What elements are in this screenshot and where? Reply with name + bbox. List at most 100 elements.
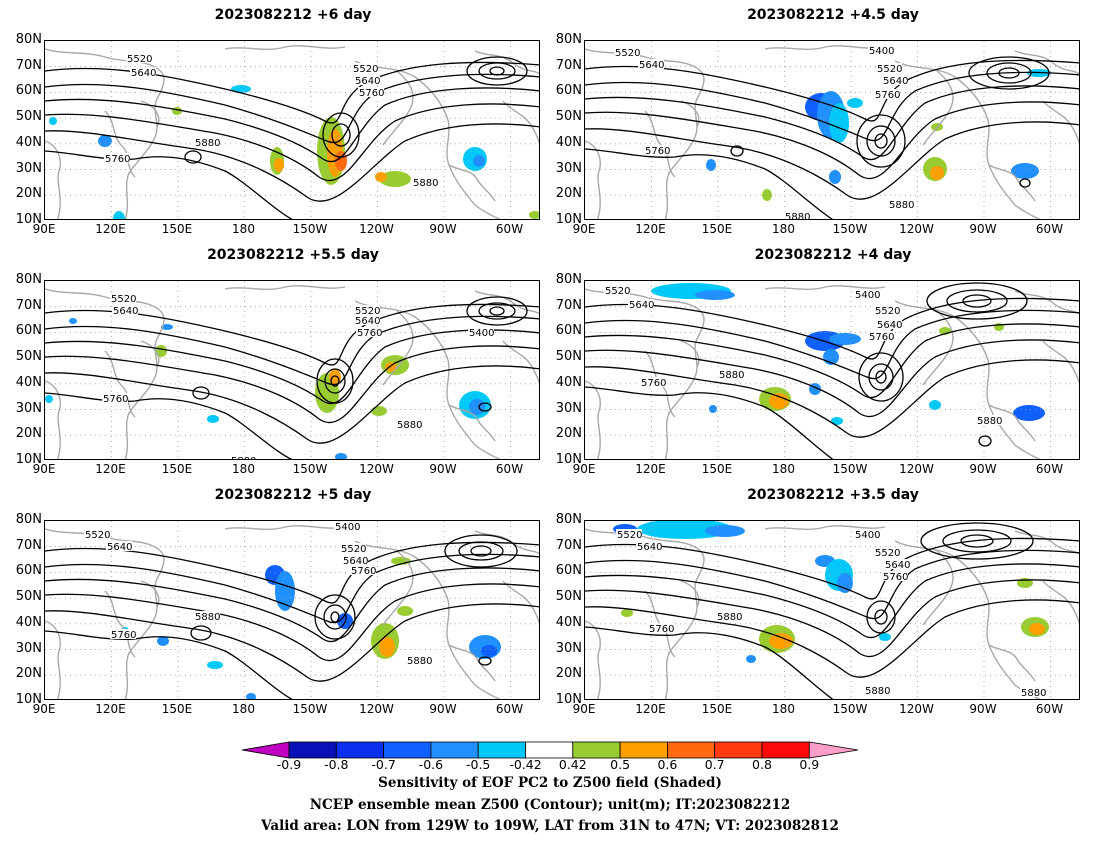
lat-tick-label: 70N — [555, 57, 582, 73]
lat-tick-label: 80N — [555, 272, 582, 287]
contour-label-bg — [354, 75, 380, 85]
z500-contour-closed — [478, 656, 492, 666]
z500-contour — [45, 630, 293, 699]
coastline — [1042, 340, 1079, 385]
sensitivity-shade — [69, 318, 77, 324]
contour-label: 5520 — [617, 530, 642, 541]
contour-label-bg — [112, 305, 138, 315]
lon-tick-label: 90E — [572, 702, 596, 716]
contour-label-bg — [126, 53, 152, 63]
contour-label: 5760 — [875, 90, 900, 101]
panel-title: 2023082212 +3.5 day — [747, 487, 919, 503]
contour-label-bg — [356, 327, 382, 337]
lon-tick-label: 90W — [429, 222, 457, 236]
lon-tick-label: 120W — [899, 462, 934, 476]
coastline — [1042, 100, 1079, 145]
contour-label: 5640 — [637, 542, 662, 553]
panel-title: 2023082212 +4.5 day — [747, 7, 919, 23]
lon-tick-label: 90E — [32, 702, 56, 716]
coastline — [448, 404, 496, 442]
colorbar-swatch — [383, 741, 432, 759]
lat-tick-label: 10N — [555, 211, 582, 227]
coastline — [382, 70, 414, 146]
contour-label-bg — [104, 153, 130, 163]
z500-contour-closed — [489, 66, 505, 76]
z500-contour-closed — [489, 306, 505, 316]
z500-contour — [585, 309, 1079, 380]
contour-label-bg — [1020, 687, 1046, 697]
colorbar-tick-label: 0.9 — [799, 757, 820, 772]
lon-tick-label: 90W — [429, 462, 457, 476]
z500-contour — [45, 103, 539, 182]
sensitivity-shade — [469, 399, 485, 415]
sensitivity-shade — [379, 171, 411, 187]
sensitivity-shade — [879, 633, 891, 641]
contour-label-bg — [628, 299, 654, 309]
z500-contour-closed — [942, 529, 1012, 553]
sensitivity-shade — [113, 211, 125, 219]
contour-label: 5880 — [1021, 688, 1046, 699]
z500-contour-closed — [874, 609, 888, 625]
coastline — [585, 528, 705, 699]
z500-contour — [45, 392, 293, 459]
z500-contour — [585, 579, 1079, 658]
z500-contour-closed — [466, 296, 528, 326]
coastline — [1014, 530, 1079, 555]
map-panel: 552056405520564057605400576058805880 — [44, 280, 540, 460]
lat-tick-label: 40N — [15, 614, 42, 630]
colorbar-min-arrow — [241, 741, 290, 759]
contour-label-bg — [84, 529, 110, 539]
lon-tick-label: 150W — [832, 702, 868, 716]
coastline — [764, 285, 886, 290]
colorbar-swatch — [667, 741, 716, 759]
contour-label-bg — [352, 63, 378, 73]
contour-label-bg — [718, 369, 744, 379]
z500-contour-closed — [960, 534, 994, 548]
contour-label-bg — [638, 59, 664, 69]
sensitivity-shade — [829, 333, 861, 345]
lon-tick-label: 60W — [495, 222, 524, 236]
sensitivity-shade — [930, 166, 944, 180]
contour-label: 5760 — [649, 624, 674, 635]
lat-tick-label: 10N — [15, 691, 42, 707]
lon-tick-label: 180 — [772, 462, 795, 476]
contour-label: 5520 — [127, 54, 152, 65]
coastline — [585, 140, 601, 219]
colorbar-tick-label: 0.7 — [704, 757, 725, 772]
lon-tick-label: 120W — [359, 462, 394, 476]
z500-contour-closed — [192, 386, 210, 400]
contour-label: 5520 — [111, 294, 136, 305]
coastline — [45, 380, 61, 459]
coastline — [585, 288, 705, 459]
contour-label: 5640 — [885, 560, 910, 571]
z500-contour-closed — [920, 522, 1034, 560]
contour-label: 5760 — [641, 378, 666, 389]
z500-contour — [585, 359, 1079, 438]
lat-tick-label: 30N — [15, 640, 42, 656]
lon-tick-label: 180 — [232, 462, 255, 476]
contour-label-bg — [864, 685, 890, 695]
contour-label: 5640 — [883, 76, 908, 87]
sensitivity-shade — [379, 637, 395, 657]
contour-label: 5640 — [629, 300, 654, 311]
contour-label-bg — [976, 415, 1002, 425]
contour-label-bg — [644, 145, 670, 155]
lat-tick-label: 80N — [15, 272, 42, 287]
coastline — [502, 340, 539, 385]
coastline — [45, 48, 165, 219]
sensitivity-shade — [529, 211, 539, 219]
z500-contour — [45, 315, 539, 386]
sensitivity-shade — [98, 135, 112, 147]
z500-contour — [45, 583, 539, 662]
z500-contour-closed — [1019, 178, 1031, 188]
contour-label-bg — [616, 529, 642, 539]
contour-label-bg — [406, 655, 432, 665]
contour-label: 5640 — [355, 76, 380, 87]
coastline — [104, 110, 136, 178]
sensitivity-shade — [709, 405, 717, 413]
coastline — [224, 525, 346, 530]
sensitivity-shade — [207, 415, 219, 423]
coastline — [585, 380, 601, 459]
z500-contour-closed — [330, 375, 340, 387]
contour-label-bg — [874, 89, 900, 99]
